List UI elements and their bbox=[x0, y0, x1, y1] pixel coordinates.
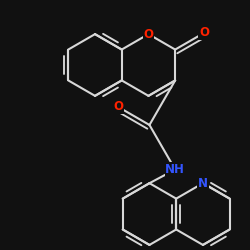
Text: O: O bbox=[113, 100, 123, 114]
Text: NH: NH bbox=[165, 163, 185, 176]
Text: N: N bbox=[198, 177, 208, 190]
Text: O: O bbox=[144, 28, 154, 41]
Text: O: O bbox=[199, 26, 209, 39]
